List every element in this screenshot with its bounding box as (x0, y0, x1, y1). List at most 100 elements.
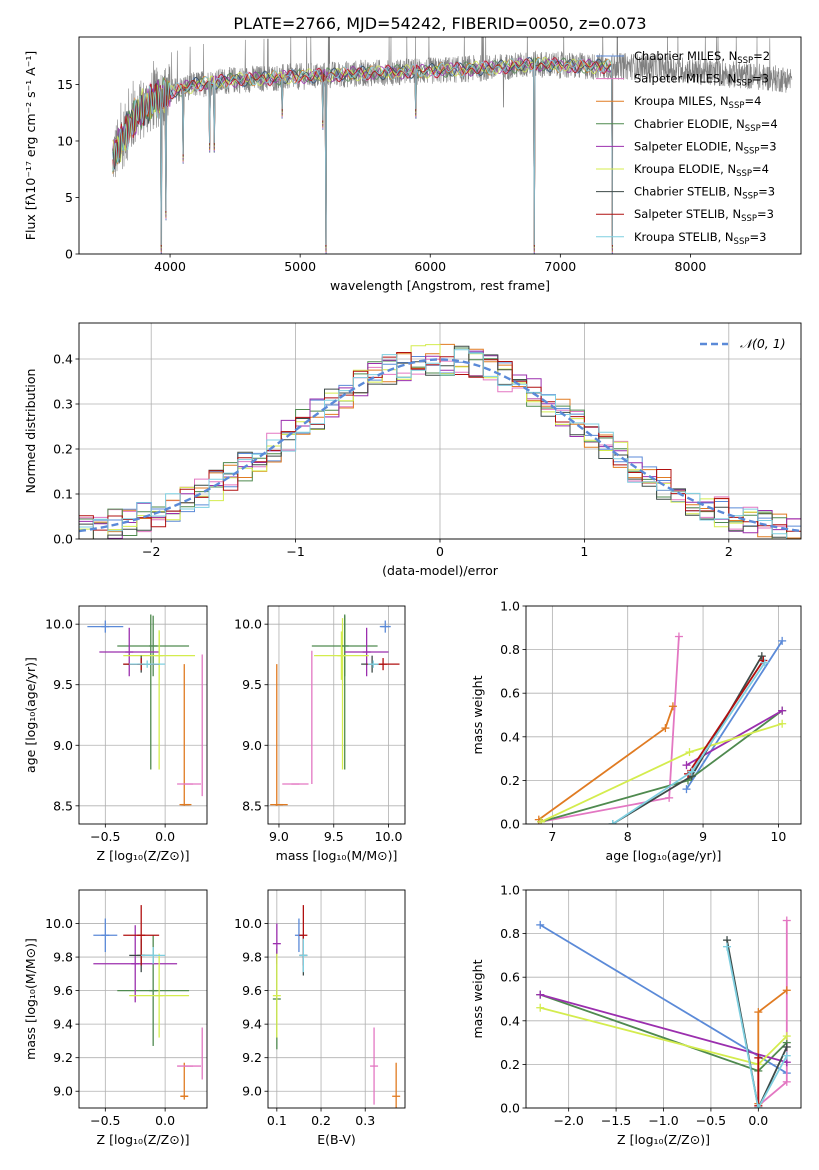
x-tick-label: 9 (699, 829, 707, 844)
x-axis-label: wavelength [Angstrom, rest frame] (330, 278, 550, 293)
point-marker-kroupa_stelib (723, 942, 732, 951)
plot-area-mass_vs_ebv (272, 905, 401, 1108)
errpoint-chabrier_elodie (117, 615, 190, 677)
x-tick-label: 6000 (414, 259, 446, 274)
figure-title: PLATE=2766, MJD=54242, FIBERID=0050, z=0… (233, 14, 646, 33)
errpoint-kroupa_stelib (129, 660, 166, 668)
panel-weight_vs_Z: −2.0 −1.5 −1.0 −0.5 0.0 0.0 0.2 0.4 0.6 0.8 1.0 Z [… (470, 883, 802, 1147)
legend-entry-chabrier_stelib: Chabrier STELIB, NSSP=3 (634, 185, 775, 202)
panel-age_vs_Z: −0.5 0.0 8.5 9.0 9.5 10.0 Z [log₁₀(Z/Z⊙)] age [… (23, 605, 208, 863)
series-line-chabrier_miles (685, 640, 783, 790)
y-tick-label: 0.4 (53, 352, 73, 367)
point-marker-salpeter_miles (665, 793, 674, 802)
errpoint-chabrier_miles (93, 918, 118, 953)
y-tick-label: 9.0 (242, 1084, 262, 1099)
y-tick-label: 1.0 (500, 599, 520, 614)
errpoint-salpeter_elodie (99, 627, 160, 677)
errpoint-kroupa_elodie (129, 953, 190, 1038)
errpoint-chabrier_miles (379, 620, 391, 633)
series-line-salpeter_elodie (539, 993, 788, 1064)
x-axis-label: age [log₁₀(age/yr)] (606, 848, 722, 863)
point-marker-kroupa_miles (754, 1008, 763, 1017)
series-line-salpeter_stelib (687, 660, 765, 775)
x-tick-label: 9.5 (324, 829, 344, 844)
model-line-kroupa_stelib (112, 58, 613, 246)
y-tick-label: 9.6 (242, 983, 262, 998)
point-marker-kroupa_miles (668, 702, 677, 711)
axes-frame (78, 889, 208, 1109)
model-line-salpeter_elodie (112, 57, 613, 250)
x-tick-label: 0.2 (311, 1113, 331, 1128)
y-tick-label: 9.0 (53, 738, 73, 753)
x-tick-label: 8000 (675, 259, 707, 274)
point-marker-chabrier_miles (778, 636, 787, 645)
legend-entry-chabrier_miles: Chabrier MILES, NSSP=2 (634, 49, 770, 66)
x-tick-label: 4000 (154, 259, 186, 274)
x-tick-label: 0.3 (355, 1113, 375, 1128)
y-tick-label: 0.0 (53, 532, 73, 547)
y-axis-label: Normed distribution (23, 369, 38, 494)
errpoint-salpeter_miles (370, 1027, 379, 1105)
point-marker-kroupa_stelib (760, 658, 769, 667)
plot-area-weight_vs_Z (536, 916, 791, 1108)
errpoint-kroupa_elodie (314, 631, 369, 680)
point-marker-kroupa_stelib (608, 820, 617, 824)
y-tick-label: 8.5 (242, 798, 262, 813)
y-tick-label: 9.5 (53, 677, 73, 692)
legend-entry-salpeter_miles: Salpeter MILES, NSSP=3 (634, 72, 769, 89)
x-tick-label: −1.0 (648, 1113, 678, 1128)
y-tick-label: 9.5 (242, 677, 262, 692)
errpoint-kroupa_elodie (272, 953, 281, 1038)
y-axis-label: mass weight (470, 959, 485, 1038)
y-tick-label: 0.2 (500, 773, 520, 788)
plot-area-mass_vs_Z (93, 905, 203, 1100)
y-tick-label: 0.6 (500, 686, 520, 701)
gaussian-curve (79, 358, 801, 533)
x-tick-label: 10 (770, 829, 786, 844)
y-tick-label: 0.0 (500, 817, 520, 832)
x-tick-label: 2 (725, 544, 733, 559)
point-marker-salpeter_elodie (682, 761, 691, 770)
panel-residual_histogram: −2 −1 0 1 2 0.0 0.1 0.2 0.3 0.4 (data-model)/error… (23, 322, 802, 578)
panel-age_vs_mass: 9.0 9.5 10.0 8.5 9.0 9.5 10.0 mass [log₁₀(M/M⊙)… (234, 605, 406, 863)
point-marker-chabrier_miles (536, 920, 545, 929)
legend-entry-salpeter_stelib: Salpeter STELIB, NSSP=3 (634, 207, 774, 224)
plot-area-age_vs_Z (87, 614, 203, 806)
errpoint-kroupa_miles (392, 1062, 401, 1108)
y-tick-label: 9.2 (242, 1050, 262, 1065)
x-tick-label: 0.0 (155, 829, 175, 844)
errpoint-kroupa_stelib (367, 660, 379, 668)
y-tick-label: 0.1 (53, 487, 73, 502)
y-tick-label: 0.8 (500, 926, 520, 941)
y-tick-label: 0.4 (500, 729, 520, 744)
y-tick-label: 1.0 (500, 883, 520, 898)
point-marker-salpeter_elodie (778, 706, 787, 715)
series-line-chabrier_miles (539, 924, 788, 1074)
errpoint-kroupa_stelib (141, 947, 166, 964)
series-line-chabrier_stelib (612, 655, 763, 824)
plot-area-residual_histogram (79, 343, 801, 539)
x-axis-label: (data-model)/error (382, 563, 499, 578)
legend-entry-chabrier_elodie: Chabrier ELODIE, NSSP=4 (634, 117, 778, 134)
x-tick-label: 1 (580, 544, 588, 559)
series-line-chabrier_stelib (726, 939, 788, 1108)
legend-entry-salpeter_elodie: Salpeter ELODIE, NSSP=3 (634, 139, 777, 156)
x-tick-label: 0.0 (748, 1113, 768, 1128)
x-axis-label: Z [log₁₀(Z/Z⊙)] (97, 848, 190, 863)
errpoint-chabrier_elodie (311, 615, 378, 677)
errpoint-chabrier_miles (87, 620, 124, 633)
plot-area-weight_vs_age (534, 632, 787, 824)
x-tick-label: 7 (548, 829, 556, 844)
point-marker-salpeter_miles (782, 1077, 791, 1086)
y-tick-label: 0.8 (500, 642, 520, 657)
axes-frame (267, 889, 406, 1109)
point-marker-salpeter_elodie (536, 990, 545, 999)
errpoint-kroupa_elodie (123, 631, 196, 680)
y-tick-label: 9.0 (53, 1084, 73, 1099)
point-marker-kroupa_stelib (754, 1104, 763, 1108)
x-tick-label: 7000 (544, 259, 576, 274)
axes-frame (267, 605, 406, 825)
y-tick-label: 0.3 (53, 397, 73, 412)
y-axis-label: mass weight (470, 675, 485, 754)
